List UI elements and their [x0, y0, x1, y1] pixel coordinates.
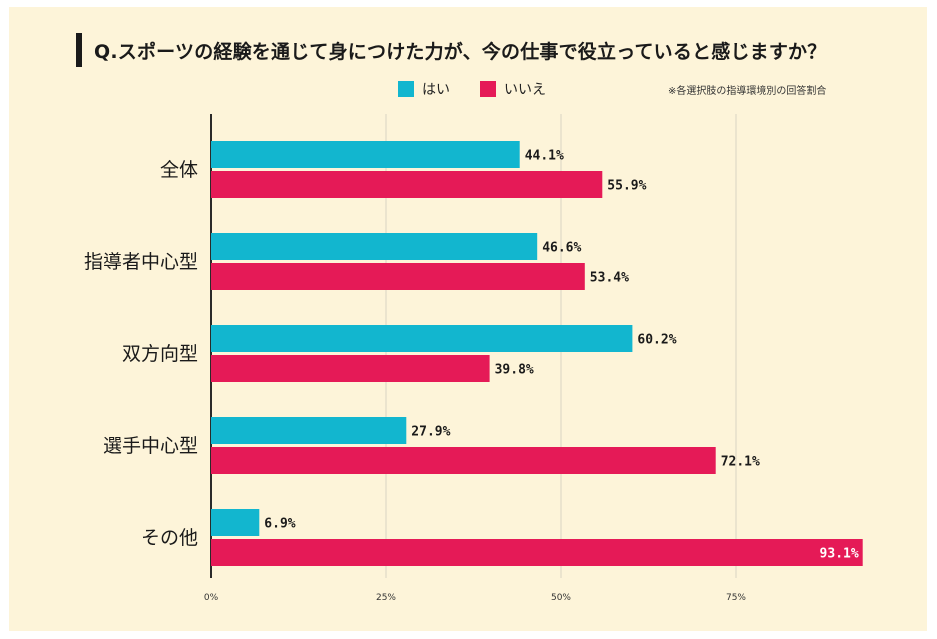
bar-yes [211, 141, 520, 168]
bar-yes [211, 233, 538, 260]
data-label: 46.6% [542, 241, 581, 256]
chart-title: Q.スポーツの経験を通じて身につけた力が、今の仕事で役立っていると感じますか？ [94, 40, 827, 63]
category-label: 双方向型 [122, 343, 198, 365]
legend-label-yes: はい [422, 82, 450, 98]
bar-no [211, 171, 603, 198]
data-label: 60.2% [637, 333, 676, 348]
chart-background [9, 7, 927, 631]
category-label: その他 [141, 527, 198, 549]
data-label: 44.1% [525, 149, 564, 164]
data-label: 72.1% [721, 455, 760, 470]
bar-no [211, 539, 863, 566]
bar-yes [211, 509, 260, 536]
legend-swatch-no [480, 81, 496, 97]
bar-no [211, 263, 585, 290]
legend-item-no: いいえ [480, 79, 546, 99]
legend-item-yes: はい [398, 79, 450, 99]
bar-yes [211, 325, 633, 352]
x-tick-label: 75% [726, 593, 746, 603]
title-bar: Q.スポーツの経験を通じて身につけた力が、今の仕事で役立っていると感じますか？ [76, 33, 826, 67]
legend-swatch-yes [398, 81, 414, 97]
chart-note: ※各選択肢の指導環境別の回答割合 [668, 86, 827, 97]
data-label: 53.4% [590, 271, 629, 286]
category-label: 全体 [160, 159, 198, 181]
legend-label-no: いいえ [504, 82, 546, 98]
bar-no [211, 355, 490, 382]
bar-no [211, 447, 716, 474]
data-label: 55.9% [607, 179, 646, 194]
x-tick-label: 0% [204, 593, 219, 603]
bar-yes [211, 417, 407, 444]
data-label: 27.9% [411, 425, 450, 440]
data-label: 93.1% [820, 547, 859, 562]
x-tick-label: 25% [376, 593, 396, 603]
data-label: 6.9% [264, 517, 295, 532]
category-label: 選手中心型 [103, 435, 198, 457]
x-tick-label: 50% [551, 593, 571, 603]
legend: はい いいえ [398, 79, 546, 99]
data-label: 39.8% [495, 363, 534, 378]
category-label: 指導者中心型 [84, 251, 198, 273]
